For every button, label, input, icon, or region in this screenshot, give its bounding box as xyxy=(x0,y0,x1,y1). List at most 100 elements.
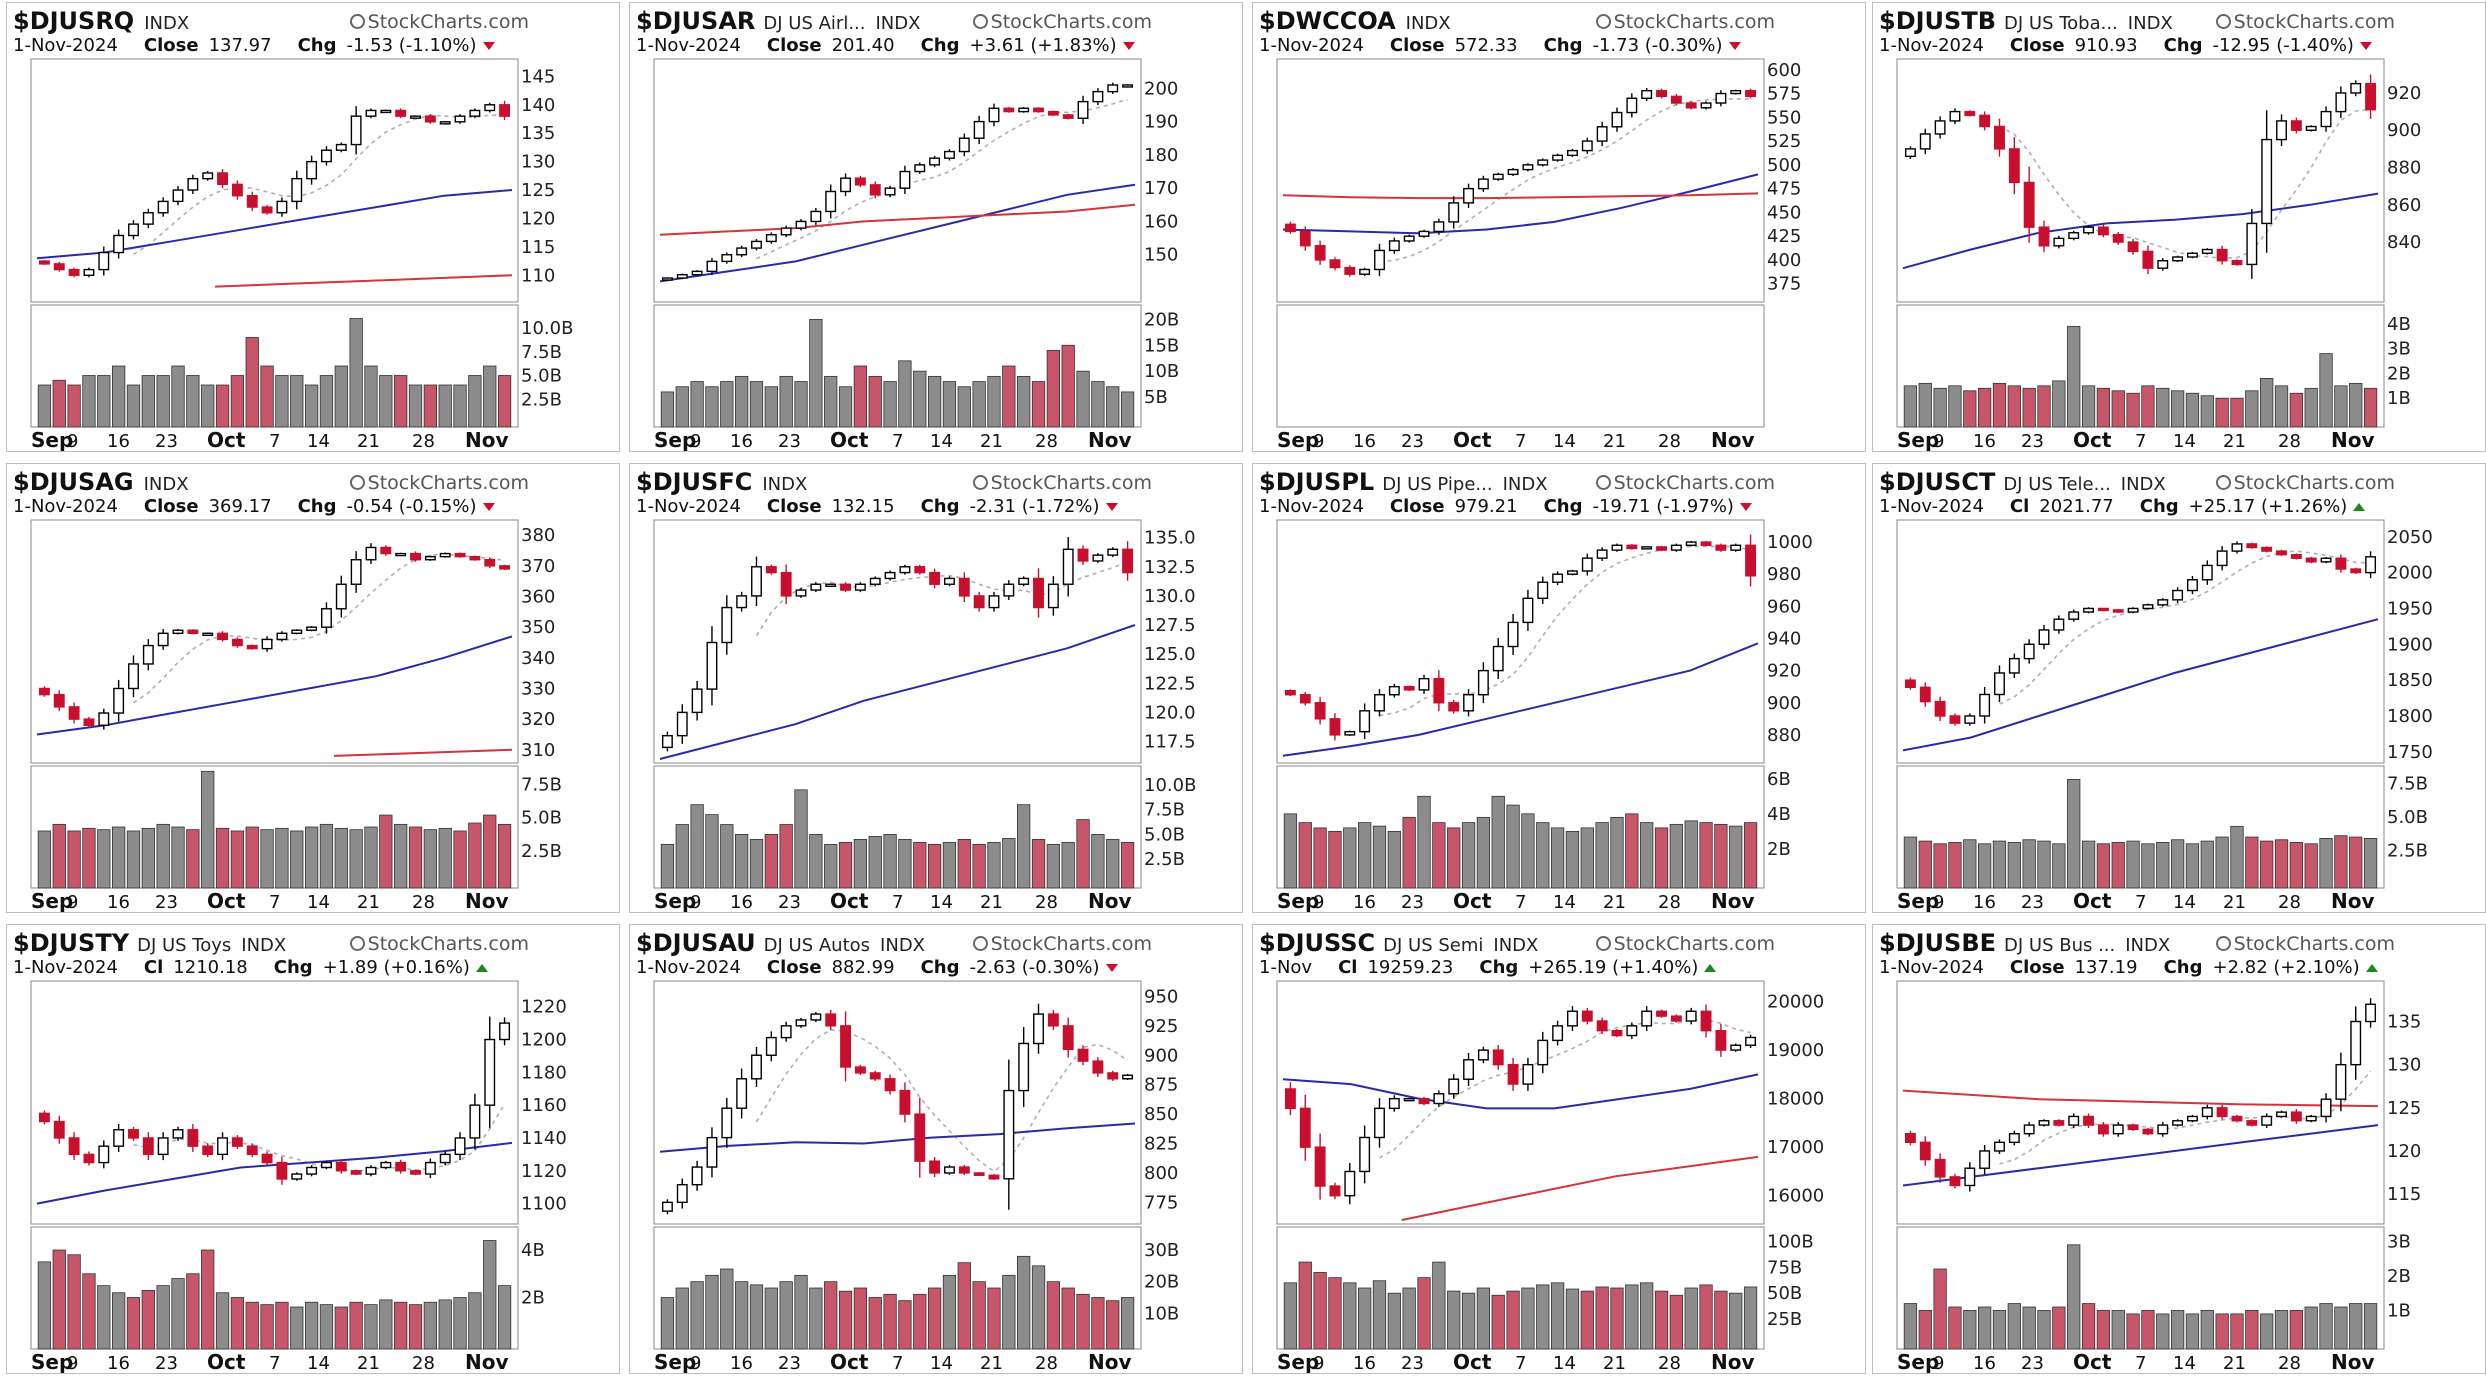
x-tick-label: 9 xyxy=(1933,892,1944,913)
candle-body xyxy=(98,1145,110,1164)
volume-bar xyxy=(2349,1303,2363,1350)
candle-body xyxy=(2305,1115,2317,1122)
price-tick-label: 190 xyxy=(1144,112,1178,133)
x-tick-label: 21 xyxy=(980,892,1003,913)
sma-mid-line xyxy=(36,1141,513,1205)
candle-body xyxy=(899,170,911,189)
volume-bar xyxy=(2304,843,2318,889)
volume-bar xyxy=(82,1273,96,1350)
volume-bar xyxy=(186,829,200,889)
volume-bar xyxy=(794,381,808,428)
volume-bar xyxy=(2304,387,2318,428)
candle-body xyxy=(1949,1176,1961,1187)
volume-bar xyxy=(660,391,675,428)
volume-tick-label: 50B xyxy=(1767,1283,1802,1304)
price-tick-label: 850 xyxy=(1144,1104,1178,1125)
volume-bar xyxy=(942,381,957,428)
volume-bar xyxy=(2126,1313,2140,1350)
candle-body xyxy=(706,260,718,273)
candle-body xyxy=(944,1166,955,1174)
volume-bar xyxy=(1106,838,1120,889)
candle-body xyxy=(1730,1044,1742,1051)
volume-bar xyxy=(2349,382,2363,428)
chart-panel-djustb[interactable]: $DJUSTB DJ US Toba... INDX StockCharts.com… xyxy=(1872,2,2486,452)
candle-body xyxy=(795,220,807,229)
price-tick-label: 170 xyxy=(1144,178,1178,199)
candle-body xyxy=(2068,232,2080,240)
direction-arrow-icon xyxy=(2353,503,2366,511)
price-tick-label: 160 xyxy=(1144,211,1178,232)
candle-body xyxy=(454,1137,466,1156)
chart-panel-djusag[interactable]: $DJUSAG INDX StockCharts.com 1-Nov-2024 Cl… xyxy=(6,463,620,913)
x-tick-label: 21 xyxy=(357,431,380,452)
chart-panel-djuspl[interactable]: $DJUSPL DJ US Pipe... INDX StockCharts.com… xyxy=(1252,463,1866,913)
candle-body xyxy=(2350,568,2362,574)
candle-body xyxy=(484,559,496,567)
volume-bar xyxy=(898,1300,912,1350)
chart-panel-djusct[interactable]: $DJUSCT DJ US Tele... INDX StockCharts.com… xyxy=(1872,463,2486,913)
candle-body xyxy=(1670,1015,1682,1022)
volume-bar xyxy=(67,384,81,428)
volume-bar xyxy=(2200,1310,2214,1350)
volume-bar xyxy=(927,843,942,889)
index-name: DJ US Toys xyxy=(137,935,232,956)
chart-panel-dwccoa[interactable]: $DWCCOA INDX StockCharts.com 1-Nov-2024 Cl… xyxy=(1252,2,1866,452)
candle-body xyxy=(1537,581,1549,600)
x-tick-label: 21 xyxy=(1603,431,1626,452)
volume-bar xyxy=(913,1293,927,1350)
x-tick-label: 16 xyxy=(730,1353,753,1374)
symbol: $DJUSCT xyxy=(1879,468,1996,496)
volume-bar xyxy=(1714,1290,1728,1350)
candle-body xyxy=(751,240,762,249)
chart-panel-djusrq[interactable]: $DJUSRQ INDX StockCharts.com 1-Nov-2024 Cl… xyxy=(6,2,620,452)
price-tick-label: 130 xyxy=(2387,1055,2421,1076)
candle-body xyxy=(2097,607,2109,612)
volume-bar xyxy=(423,384,437,428)
price-tick-label: 19000 xyxy=(1767,1040,1824,1061)
candle-body xyxy=(410,1170,421,1175)
chart-panel-djusar[interactable]: $DJUSAR DJ US Airl... INDX StockCharts.com… xyxy=(629,2,1243,452)
x-tick-label: Nov xyxy=(2331,1350,2375,1374)
volume-bar xyxy=(987,841,1001,889)
volume-bar xyxy=(2230,397,2244,428)
x-tick-label: 7 xyxy=(892,1353,903,1374)
price-tick-label: 900 xyxy=(1767,693,1801,714)
price-tick-label: 380 xyxy=(521,525,555,546)
candle-body xyxy=(884,571,896,580)
candle-body xyxy=(454,115,466,123)
price-plot-frame xyxy=(30,980,519,1225)
chart-panel-djusau[interactable]: $DJUSAU DJ US Autos INDX StockCharts.com 1… xyxy=(629,924,1243,1374)
direction-arrow-icon xyxy=(2359,42,2372,50)
volume-tick-label: 2B xyxy=(2387,363,2411,384)
candle-body xyxy=(1374,1107,1385,1139)
candle-body xyxy=(780,1025,792,1039)
candle-body xyxy=(1730,544,1742,551)
x-tick-label: Nov xyxy=(1088,1350,1132,1374)
price-plot-frame xyxy=(653,58,1142,303)
volume-bar xyxy=(201,770,215,889)
volume-bar xyxy=(2319,1303,2333,1350)
watermark: StockCharts.com xyxy=(1595,933,1775,955)
x-tick-label: 28 xyxy=(412,431,435,452)
sma-slow-line xyxy=(1401,1155,1759,1221)
chart-panel-djusfc[interactable]: $DJUSFC INDX StockCharts.com 1-Nov-2024 Cl… xyxy=(629,463,1243,913)
candle-body xyxy=(1344,1170,1356,1197)
chart-panel-djusbe[interactable]: $DJUSBE DJ US Bus ... INDX StockCharts.com… xyxy=(1872,924,2486,1374)
volume-bar xyxy=(957,1262,971,1350)
x-tick-label: 9 xyxy=(690,892,701,913)
volume-bar xyxy=(705,814,719,889)
price-tick-label: 140 xyxy=(521,95,555,116)
chart-panel-djusty[interactable]: $DJUSTY DJ US Toys INDX StockCharts.com 1-… xyxy=(6,924,620,1374)
volume-bar xyxy=(37,384,52,428)
volume-bar xyxy=(1046,1281,1060,1350)
candle-body xyxy=(1745,89,1757,98)
volume-tick-label: 4B xyxy=(521,1240,545,1261)
volume-bar xyxy=(764,386,778,428)
volume-bar xyxy=(1978,1306,1992,1350)
close-label: Cl xyxy=(143,957,164,978)
x-tick-label: 23 xyxy=(1401,431,1424,452)
copyright-icon xyxy=(2215,475,2231,490)
chart-panel-djussc[interactable]: $DJUSSC DJ US Semi INDX StockCharts.com 1-… xyxy=(1252,924,1866,1374)
candle-body xyxy=(765,566,777,574)
x-tick-label: 28 xyxy=(1658,431,1681,452)
